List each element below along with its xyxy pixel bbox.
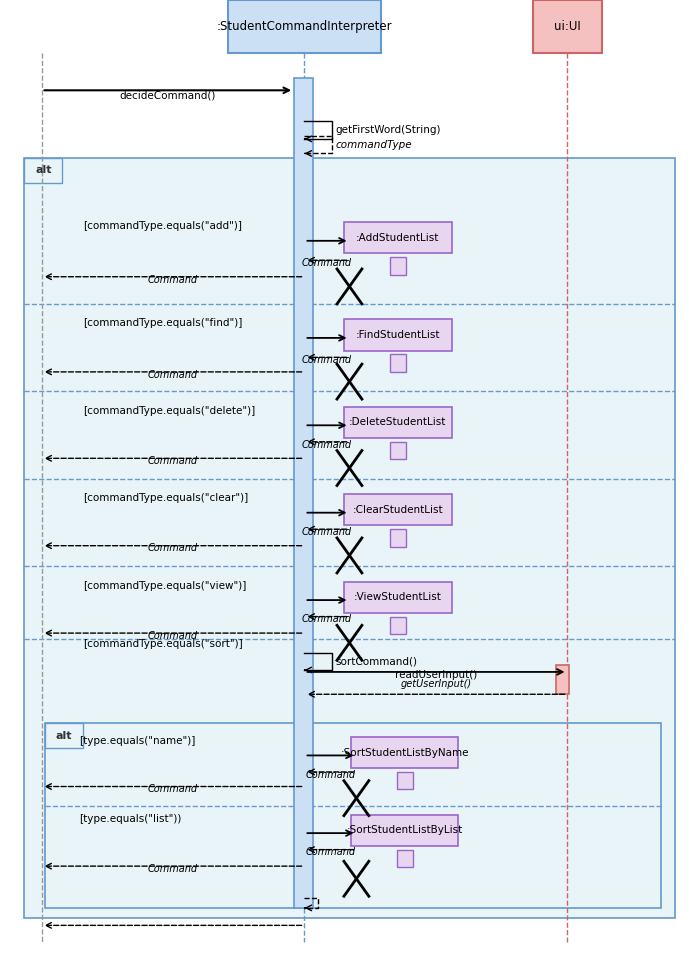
Text: Command: Command	[302, 258, 352, 268]
Text: Command: Command	[302, 355, 352, 365]
Text: alt: alt	[35, 165, 51, 176]
Text: alt: alt	[56, 730, 72, 741]
Text: [type.equals("list")): [type.equals("list"))	[80, 814, 182, 823]
FancyBboxPatch shape	[24, 158, 675, 918]
Text: Command: Command	[148, 544, 198, 553]
Text: :SortStudentListByName: :SortStudentListByName	[340, 748, 469, 757]
Text: sortCommand(): sortCommand()	[336, 656, 417, 666]
Text: commandType: commandType	[336, 140, 412, 150]
FancyBboxPatch shape	[390, 257, 406, 275]
Text: :DeleteStudentList: :DeleteStudentList	[349, 418, 446, 427]
FancyBboxPatch shape	[294, 78, 313, 908]
Text: :FindStudentList: :FindStudentList	[356, 330, 440, 340]
Text: [commandType.equals("view")]: [commandType.equals("view")]	[83, 581, 246, 590]
FancyBboxPatch shape	[344, 582, 451, 613]
FancyBboxPatch shape	[351, 815, 458, 846]
FancyBboxPatch shape	[344, 494, 451, 525]
Text: :ViewStudentList: :ViewStudentList	[354, 592, 441, 602]
FancyBboxPatch shape	[533, 0, 602, 53]
FancyBboxPatch shape	[390, 354, 406, 372]
Text: decideCommand(): decideCommand()	[120, 90, 216, 100]
Text: [type.equals("name")]: [type.equals("name")]	[80, 736, 196, 746]
Text: :StudentCommandInterpreter: :StudentCommandInterpreter	[217, 20, 392, 33]
Text: [commandType.equals("delete")]: [commandType.equals("delete")]	[83, 406, 255, 416]
Text: Command: Command	[148, 864, 198, 874]
Text: Command: Command	[305, 770, 356, 780]
Text: ui:UI: ui:UI	[554, 20, 581, 33]
FancyBboxPatch shape	[390, 617, 406, 634]
Text: Command: Command	[148, 275, 198, 285]
Text: Command: Command	[302, 527, 352, 537]
Text: Command: Command	[302, 615, 352, 624]
Text: Command: Command	[305, 848, 356, 857]
FancyBboxPatch shape	[45, 723, 661, 908]
FancyBboxPatch shape	[24, 158, 62, 183]
FancyBboxPatch shape	[397, 772, 413, 789]
FancyBboxPatch shape	[390, 529, 406, 547]
Text: [commandType.equals("find")]: [commandType.equals("find")]	[83, 318, 242, 328]
Text: getFirstWord(String): getFirstWord(String)	[336, 125, 441, 135]
Text: [commandType.equals("sort")]: [commandType.equals("sort")]	[83, 639, 243, 649]
FancyBboxPatch shape	[397, 850, 413, 867]
Text: Command: Command	[302, 440, 352, 450]
Text: Command: Command	[148, 370, 198, 380]
Text: Command: Command	[148, 785, 198, 794]
Text: getUserInput(): getUserInput()	[401, 680, 471, 689]
Text: :AddStudentList: :AddStudentList	[356, 233, 439, 243]
FancyBboxPatch shape	[390, 442, 406, 459]
FancyBboxPatch shape	[556, 665, 569, 694]
Text: [commandType.equals("clear")]: [commandType.equals("clear")]	[83, 493, 248, 503]
Text: Command: Command	[148, 631, 198, 641]
FancyBboxPatch shape	[45, 723, 83, 748]
FancyBboxPatch shape	[344, 319, 451, 351]
FancyBboxPatch shape	[351, 737, 458, 768]
Text: :SortStudentListByList: :SortStudentListByList	[347, 825, 463, 835]
Text: Command: Command	[148, 456, 198, 466]
FancyBboxPatch shape	[344, 407, 451, 438]
Text: readUserInput(): readUserInput()	[395, 670, 477, 680]
Text: [commandType.equals("add")]: [commandType.equals("add")]	[83, 221, 242, 231]
FancyBboxPatch shape	[228, 0, 381, 53]
Text: :ClearStudentList: :ClearStudentList	[353, 505, 443, 515]
FancyBboxPatch shape	[344, 222, 451, 253]
